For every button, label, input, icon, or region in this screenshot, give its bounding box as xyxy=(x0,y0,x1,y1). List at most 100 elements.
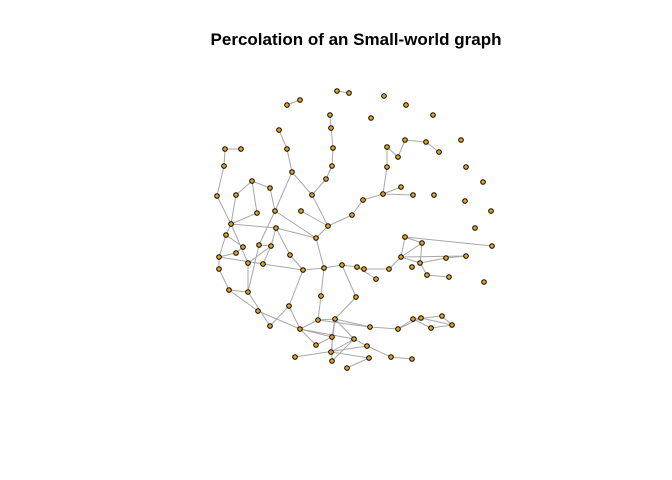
graph-node xyxy=(339,262,345,268)
graph-edge xyxy=(275,227,291,256)
graph-node xyxy=(449,322,455,328)
graph-node xyxy=(386,266,392,272)
graph-node xyxy=(436,149,442,155)
graph-edge xyxy=(315,237,325,269)
graph-edge xyxy=(299,328,355,340)
graph-node xyxy=(481,279,487,285)
graph-node xyxy=(472,225,478,231)
graph-node xyxy=(417,260,423,266)
graph-node xyxy=(424,272,430,278)
graph-node xyxy=(353,294,359,300)
graph-node xyxy=(354,264,360,270)
graph-node xyxy=(395,326,401,332)
graph-edge xyxy=(274,171,293,212)
graph-edge xyxy=(216,165,225,197)
graph-node xyxy=(381,93,387,99)
graph-edge xyxy=(404,236,423,244)
graph-node xyxy=(289,169,295,175)
graph-node xyxy=(284,146,290,152)
graph-edge xyxy=(262,245,272,265)
graph-node xyxy=(332,316,338,322)
graph-edge xyxy=(230,223,277,229)
graph-edge xyxy=(311,178,327,196)
graph-edge xyxy=(235,180,253,196)
graph-node xyxy=(384,164,390,170)
graph-node xyxy=(418,315,424,321)
graph-node xyxy=(351,336,357,342)
graph-edge xyxy=(230,212,258,225)
graph-node xyxy=(309,192,315,198)
graph-node xyxy=(458,137,464,143)
graph-edge xyxy=(445,255,467,259)
graph-node xyxy=(318,293,324,299)
graph-node xyxy=(380,191,386,197)
graph-edge xyxy=(330,351,370,359)
graph-node xyxy=(430,112,436,118)
graph-node xyxy=(489,243,495,249)
graph-node xyxy=(216,254,222,260)
graph-edge xyxy=(366,345,392,358)
graph-node xyxy=(330,145,336,151)
graph-node xyxy=(373,276,379,282)
graph-node xyxy=(272,208,278,214)
graph-node xyxy=(328,349,334,355)
graph-node xyxy=(346,90,352,96)
graph-node xyxy=(260,261,266,267)
graph-edge xyxy=(270,227,277,247)
graph-node xyxy=(238,146,244,152)
graph-node xyxy=(286,303,292,309)
graph-node xyxy=(297,97,303,103)
graph-edge xyxy=(274,210,317,239)
graph-edge xyxy=(334,318,355,340)
graph-node xyxy=(403,102,409,108)
graph-edge xyxy=(320,267,325,297)
graph-node xyxy=(423,139,429,145)
graph-edge xyxy=(228,289,259,312)
graph-edge xyxy=(223,148,226,167)
chart-title: Percolation of an Small-world graph xyxy=(210,30,502,49)
graph-node xyxy=(409,356,415,362)
graph-edge xyxy=(257,310,301,330)
graph-edge xyxy=(291,171,313,196)
graph-node xyxy=(368,115,374,121)
graph-edge xyxy=(286,148,293,173)
graph-node xyxy=(366,355,372,361)
graph-node xyxy=(315,317,321,323)
graph-edge xyxy=(400,236,406,258)
graph-edge xyxy=(369,326,399,330)
graph-edge xyxy=(390,356,413,360)
graph-edge xyxy=(317,319,371,328)
graph-edge xyxy=(330,338,355,353)
graph-edge xyxy=(404,139,427,143)
graph-node xyxy=(268,243,274,249)
graph-node xyxy=(480,179,486,185)
graph-edge xyxy=(412,315,443,320)
graph-node xyxy=(462,198,468,204)
graph-edge xyxy=(251,180,271,189)
graph-node xyxy=(287,252,293,258)
graph-edge xyxy=(317,318,336,321)
graph-node xyxy=(245,289,251,295)
graph-node xyxy=(240,244,246,250)
graph-edge xyxy=(278,129,288,150)
graph-node xyxy=(398,184,404,190)
graph-edge xyxy=(420,317,453,326)
graph-edge xyxy=(334,318,371,328)
graph-node xyxy=(334,88,340,94)
graph-edge xyxy=(400,256,421,264)
graph-node xyxy=(323,176,329,182)
graph-node xyxy=(329,334,335,340)
graph-edge xyxy=(430,324,453,329)
graph-edge xyxy=(315,336,333,346)
graph-node xyxy=(384,144,390,150)
graph-node xyxy=(402,234,408,240)
graph-edge xyxy=(299,328,317,346)
graph-node xyxy=(364,343,370,349)
graph-node xyxy=(443,255,449,261)
graph-edge xyxy=(262,263,304,271)
graph-edge xyxy=(330,127,334,149)
graph-node xyxy=(223,232,229,238)
graph-node xyxy=(402,137,408,143)
graph-edge xyxy=(315,225,329,239)
graph-node xyxy=(325,223,331,229)
